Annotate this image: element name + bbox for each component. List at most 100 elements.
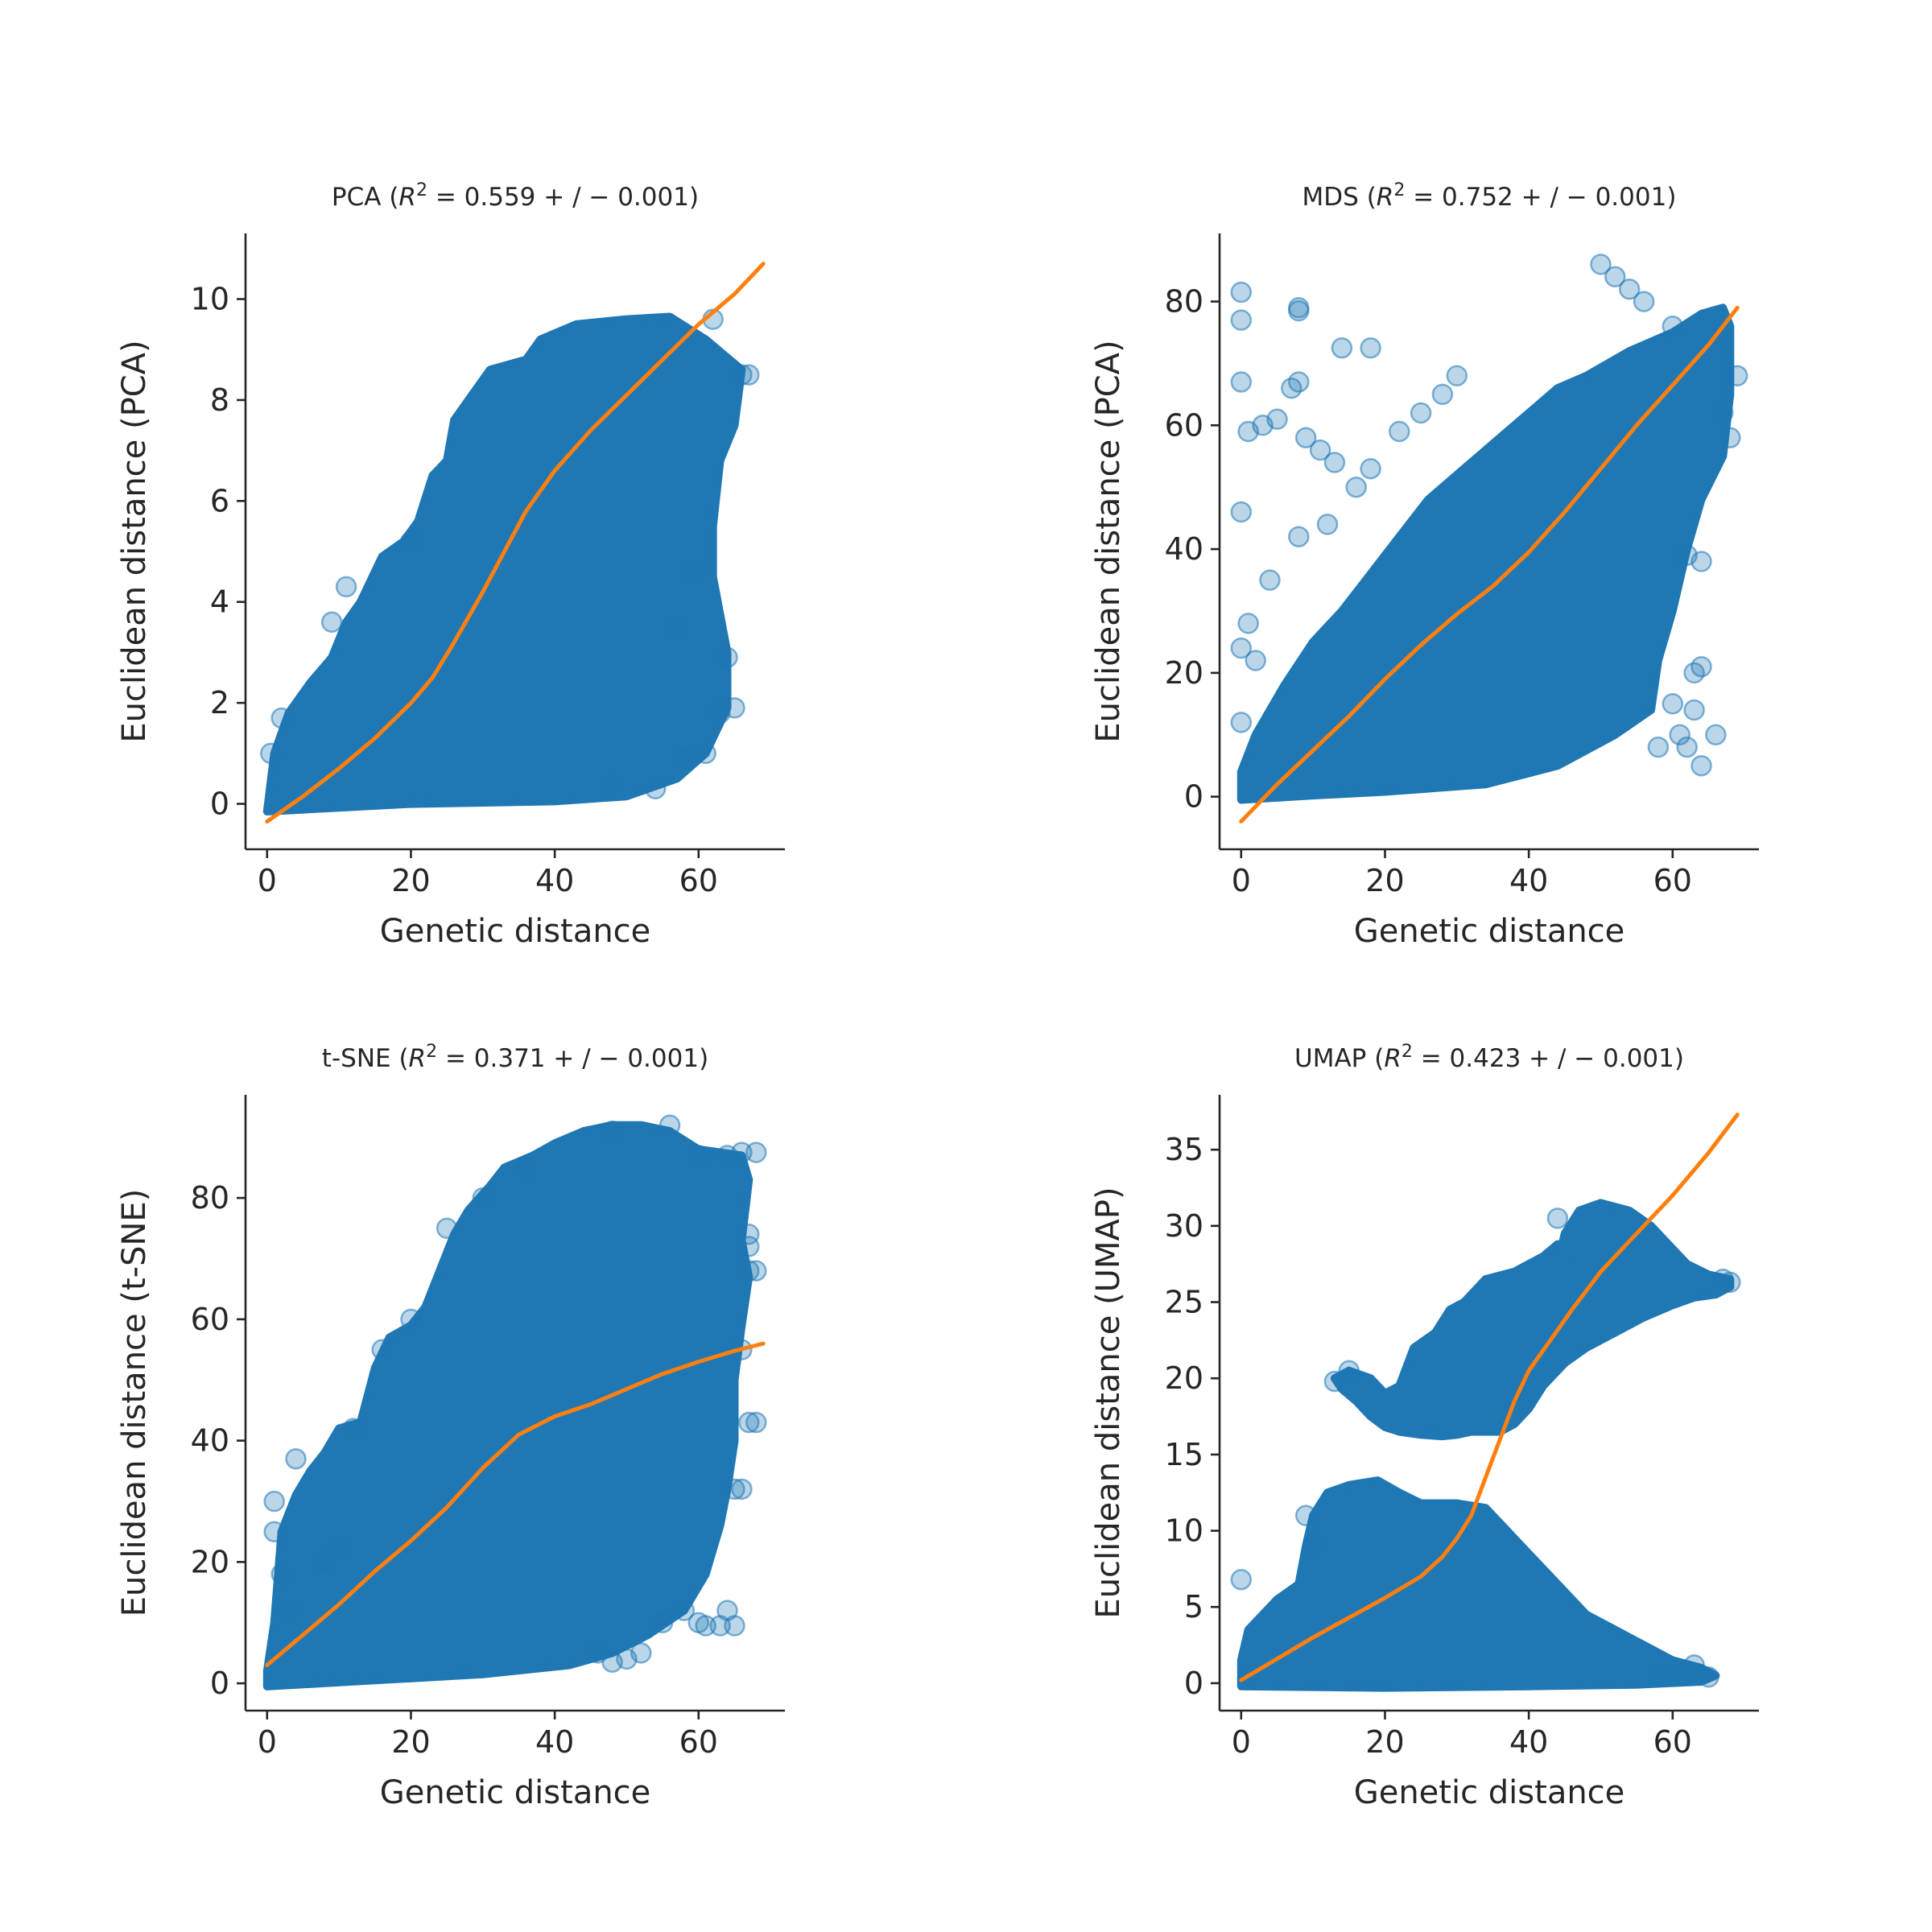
scatter-point (371, 1339, 393, 1360)
scatter-point (601, 773, 623, 795)
scatter-point (1360, 457, 1381, 480)
scatter-point (724, 1615, 745, 1637)
y-axis-label: Euclidean distance (PCA) (1090, 340, 1127, 742)
scatter-point (738, 1260, 760, 1282)
scatter-point (328, 1539, 350, 1561)
y-tick-label: 8 (210, 382, 229, 418)
y-tick-label: 20 (191, 1544, 229, 1579)
y-tick-label: 25 (1165, 1285, 1203, 1320)
y-tick-label: 4 (210, 584, 229, 620)
scatter-point (716, 646, 738, 668)
scatter-point (270, 1563, 292, 1585)
scatter-point (1618, 278, 1641, 300)
y-tick-label: 40 (1165, 531, 1203, 567)
y-tick-label: 20 (1165, 1360, 1203, 1396)
y-tick-label: 2 (210, 685, 229, 720)
chart-title: UMAP (R2 = 0.423 + / − 0.001) (1294, 1042, 1684, 1074)
x-tick-label: 40 (535, 1724, 574, 1760)
scatter-point (1259, 569, 1281, 591)
scatter-point (260, 742, 282, 765)
scatter-point (1345, 476, 1367, 498)
point-cloud (1330, 1199, 1735, 1441)
scatter-point (1705, 724, 1727, 746)
scatter-point (1294, 427, 1317, 448)
scatter-point (1323, 1370, 1346, 1393)
x-tick-label: 60 (1653, 1724, 1692, 1760)
scatter-point (285, 1447, 307, 1470)
scatter-point (587, 1642, 609, 1664)
scatter-point (738, 364, 760, 386)
scatter-point (1266, 408, 1288, 430)
scatter-point (270, 707, 292, 729)
scatter-point (1230, 309, 1253, 331)
scatter-panel-4: 0 20 40 60 0 5 10 15 20 25 30 35 Genetic distance Euc… (1090, 1042, 1759, 1811)
y-tick-label: 0 (1184, 1666, 1203, 1701)
chart-title: PCA (R2 = 0.559 + / − 0.001) (332, 180, 699, 213)
x-tick-label: 40 (535, 863, 574, 898)
point-cloud (262, 1121, 753, 1690)
scatter-point (1302, 1535, 1324, 1557)
scatter-point (263, 1490, 285, 1513)
y-tick-label: 80 (191, 1180, 229, 1216)
scatter-point (601, 1120, 623, 1142)
y-axis-label: Euclidean distance (PCA) (116, 340, 153, 742)
scatter-point (1230, 501, 1253, 523)
y-tick-label: 10 (1165, 1513, 1203, 1549)
chart-title: t-SNE (R2 = 0.371 + / − 0.001) (322, 1042, 708, 1074)
scatter-point (1309, 439, 1331, 461)
x-tick-label: 60 (679, 863, 718, 898)
scatter-point (1604, 266, 1626, 288)
x-tick-label: 20 (391, 863, 430, 898)
scatter-point (1237, 613, 1259, 634)
scatter-point (724, 1478, 745, 1501)
scatter-point (1719, 1271, 1741, 1294)
y-tick-label: 10 (191, 282, 229, 317)
scatter-point (745, 1411, 767, 1434)
scatter-point (263, 1521, 285, 1542)
y-tick-label: 0 (1184, 779, 1203, 815)
scatter-point (695, 742, 716, 765)
scatter-point (1288, 526, 1310, 547)
x-tick-label: 60 (679, 1724, 718, 1760)
point-cloud (262, 312, 746, 815)
y-axis-label: Euclidean distance (t-SNE) (116, 1189, 153, 1617)
x-tick-label: 20 (1365, 1724, 1404, 1760)
scatter-point (687, 1145, 710, 1166)
fit-line (1239, 1113, 1740, 1682)
x-axis-label: Genetic distance (1354, 1774, 1625, 1811)
scatter-panel-2: 0 20 40 60 0 20 40 60 80 Genetic distance Euclidea… (1090, 180, 1759, 950)
scatter-point (1712, 402, 1734, 424)
scatter-point (1323, 452, 1346, 473)
scatter-point (342, 1418, 365, 1439)
y-tick-label: 0 (210, 786, 229, 822)
scatter-point (1316, 514, 1339, 535)
x-tick-label: 60 (1653, 863, 1692, 898)
scatter-point (1331, 336, 1353, 359)
y-tick-label: 30 (1165, 1208, 1203, 1244)
scatter-point (651, 1612, 674, 1633)
scatter-point (278, 1600, 299, 1621)
scatter-point (724, 697, 745, 719)
scatter-point (1662, 316, 1684, 337)
scatter-point (1662, 693, 1684, 715)
scatter-point (1288, 371, 1310, 393)
scatter-point (1590, 254, 1612, 275)
y-tick-label: 0 (210, 1666, 229, 1701)
y-tick-label: 20 (1165, 655, 1203, 691)
scatter-point (335, 576, 357, 598)
point-cloud (1236, 1476, 1720, 1692)
scatter-point (515, 1157, 537, 1179)
scatter-point (1683, 699, 1705, 721)
x-tick-label: 20 (1365, 863, 1404, 898)
x-axis-label: Genetic distance (380, 1774, 651, 1811)
data-area (260, 262, 766, 824)
scatter-point (738, 1236, 760, 1257)
scatter-point (1647, 736, 1670, 758)
scatter-point (738, 1411, 760, 1434)
scatter-point (1431, 383, 1454, 406)
x-tick-label: 20 (391, 1724, 430, 1760)
scatter-point (709, 1615, 731, 1637)
scatter-point (1294, 1505, 1317, 1526)
scatter-point (1446, 365, 1468, 387)
